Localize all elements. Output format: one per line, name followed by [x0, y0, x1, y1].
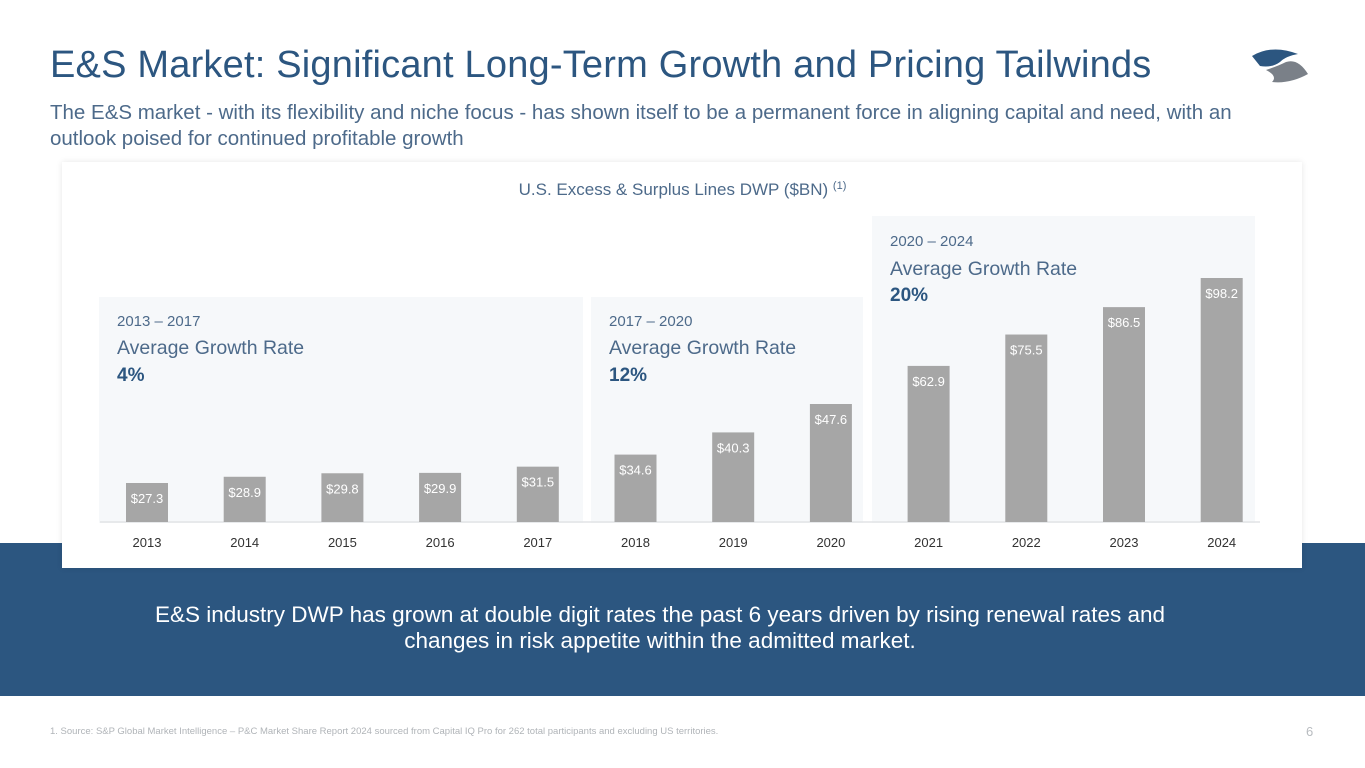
period-range: 2020 – 2024 [890, 233, 974, 250]
period-range: 2017 – 2020 [609, 313, 693, 330]
period-label: Average Growth Rate [117, 337, 305, 359]
company-logo-icon [1252, 49, 1308, 83]
period-growth-value: 4% [117, 365, 145, 386]
page-number: 6 [1306, 724, 1314, 739]
slide-title: E&S Market: Significant Long-Term Growth… [50, 44, 1152, 86]
period-panel-2013-2017: 2013 – 2017 Average Growth Rate 4% [99, 297, 583, 523]
source-footnote: 1. Source: S&P Global Market Intelligenc… [50, 726, 719, 737]
period-growth-value: 12% [609, 365, 648, 386]
callout-band [0, 543, 1365, 696]
period-label: Average Growth Rate [890, 258, 1078, 280]
chart-title-text: U.S. Excess & Surplus Lines DWP ($BN) [518, 180, 829, 199]
period-label: Average Growth Rate [609, 337, 797, 359]
chart-title: U.S. Excess & Surplus Lines DWP ($BN) (1… [0, 180, 1365, 200]
period-panel-2017-2020: 2017 – 2020 Average Growth Rate 12% [591, 297, 863, 523]
chart-title-footnote-ref: (1) [832, 180, 847, 192]
callout-text: E&S industry DWP has grown at double dig… [154, 602, 1166, 653]
period-growth-value: 20% [890, 285, 929, 306]
period-panel-2020-2024: 2020 – 2024 Average Growth Rate 20% [872, 216, 1255, 523]
period-range: 2013 – 2017 [117, 313, 201, 330]
slide-subtitle: The E&S market - with its flexibility an… [50, 101, 1232, 150]
